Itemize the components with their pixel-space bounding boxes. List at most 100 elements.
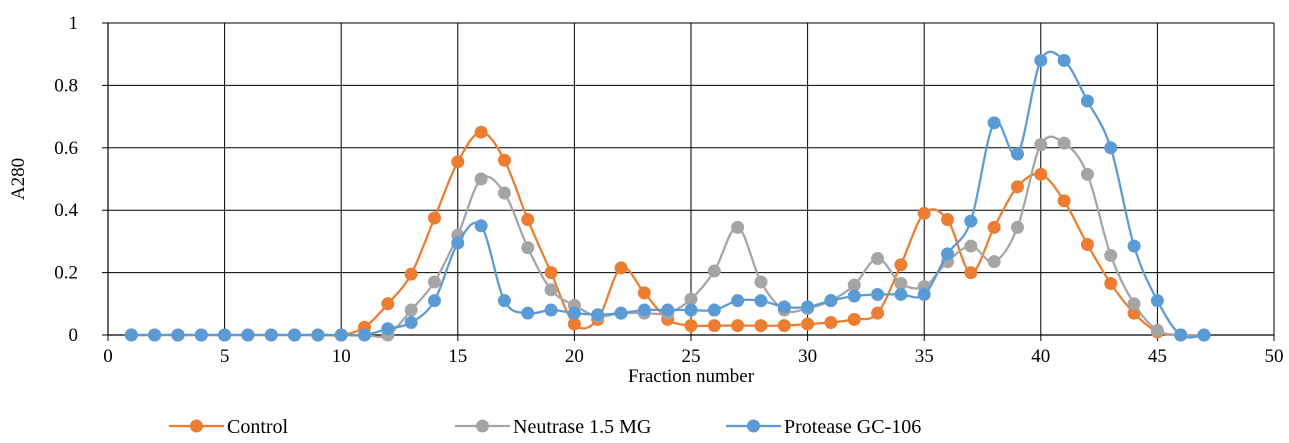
data-point-neutrase-1-5-mg [987,255,1001,269]
data-point-protease-gc-106 [451,236,465,250]
data-point-neutrase-1-5-mg [871,252,885,266]
data-point-protease-gc-106 [1010,147,1024,161]
x-tick-label: 40 [1031,346,1050,367]
legend-item-protease-gc-106: Protease GC-106 [726,416,921,438]
data-point-control [754,319,768,333]
data-point-control [521,213,535,227]
data-point-control [894,258,908,272]
data-point-protease-gc-106 [941,247,955,261]
data-point-protease-gc-106 [1150,294,1164,308]
legend-swatch-marker [476,419,489,433]
x-tick-label: 20 [565,346,584,367]
data-point-protease-gc-106 [521,306,535,320]
series-layer [124,50,1211,342]
data-point-control [1057,194,1071,208]
data-point-protease-gc-106 [1057,53,1071,67]
data-point-control [847,312,861,326]
data-point-neutrase-1-5-mg [1057,136,1071,150]
data-point-neutrase-1-5-mg [847,278,861,292]
data-point-neutrase-1-5-mg [521,241,535,255]
data-point-protease-gc-106 [801,300,815,314]
data-point-control [1104,277,1118,291]
x-tick-label: 25 [682,346,701,367]
data-point-protease-gc-106 [404,316,418,330]
x-tick-label: 35 [915,346,934,367]
data-point-control [544,266,558,280]
x-tick-label: 50 [1265,346,1284,367]
data-point-control [1010,180,1024,194]
data-point-protease-gc-106 [637,303,651,317]
x-axis-title: Fraction number [628,366,755,387]
data-point-control [451,155,465,169]
data-point-protease-gc-106 [754,294,768,308]
x-tick-label: 45 [1148,346,1167,367]
data-point-control [427,211,441,225]
data-point-protease-gc-106 [777,300,791,314]
data-point-protease-gc-106 [171,328,185,342]
grid-layer [107,22,1275,336]
data-point-protease-gc-106 [497,294,511,308]
y-tick-label: 0.6 [54,138,78,159]
legend-item-neutrase-1-5-mg: Neutrase 1.5 MG [455,416,651,438]
data-point-neutrase-1-5-mg [1150,323,1164,337]
x-tick-label: 30 [798,346,817,367]
data-point-protease-gc-106 [264,328,278,342]
data-point-protease-gc-106 [917,287,931,301]
data-point-neutrase-1-5-mg [964,239,978,253]
data-point-protease-gc-106 [824,294,838,308]
data-point-neutrase-1-5-mg [1010,220,1024,234]
tick-label-layer: 0 5 10 15 20 25 30 35 40 45 50 0 0.2 0.4 0.6 0.8 1 [54,13,1283,367]
data-point-control [1034,167,1048,181]
data-point-protease-gc-106 [1174,328,1188,342]
data-point-control [871,306,885,320]
y-tick-label: 0.4 [54,200,78,221]
data-point-protease-gc-106 [1127,239,1141,253]
data-point-protease-gc-106 [1197,328,1211,342]
data-point-neutrase-1-5-mg [894,277,908,291]
data-point-protease-gc-106 [474,219,488,233]
data-point-neutrase-1-5-mg [684,292,698,306]
data-point-protease-gc-106 [218,328,232,342]
data-point-neutrase-1-5-mg [404,303,418,317]
data-point-protease-gc-106 [871,287,885,301]
data-point-control [917,206,931,220]
data-point-protease-gc-106 [847,289,861,303]
data-point-protease-gc-106 [358,328,372,342]
data-point-protease-gc-106 [731,294,745,308]
data-point-protease-gc-106 [544,303,558,317]
data-point-protease-gc-106 [567,306,581,320]
x-tick-label: 5 [220,346,230,367]
axis-layer [102,22,1275,341]
data-point-protease-gc-106 [148,328,162,342]
y-tick-label: 1 [69,13,79,34]
data-point-protease-gc-106 [614,306,628,320]
series-protease-gc-106 [124,50,1211,342]
data-point-protease-gc-106 [684,303,698,317]
legend-swatch-marker [190,419,203,433]
data-point-protease-gc-106 [124,328,138,342]
data-point-protease-gc-106 [311,328,325,342]
data-point-control [987,220,1001,234]
data-point-control [801,317,815,331]
data-point-neutrase-1-5-mg [427,275,441,289]
data-point-protease-gc-106 [964,214,978,228]
data-point-neutrase-1-5-mg [754,275,768,289]
data-point-neutrase-1-5-mg [544,283,558,297]
data-point-neutrase-1-5-mg [474,172,488,186]
data-point-protease-gc-106 [707,303,721,317]
data-point-neutrase-1-5-mg [707,264,721,278]
data-point-neutrase-1-5-mg [1080,167,1094,181]
data-point-protease-gc-106 [334,328,348,342]
data-point-control [707,319,721,333]
data-point-control [474,125,488,139]
data-point-neutrase-1-5-mg [497,186,511,200]
data-point-control [824,316,838,330]
legend-item-control: Control [169,416,289,438]
data-point-protease-gc-106 [1080,94,1094,108]
data-point-control [964,266,978,280]
data-point-control [381,297,395,311]
data-point-protease-gc-106 [591,308,605,322]
legend-swatch-marker [747,419,760,433]
